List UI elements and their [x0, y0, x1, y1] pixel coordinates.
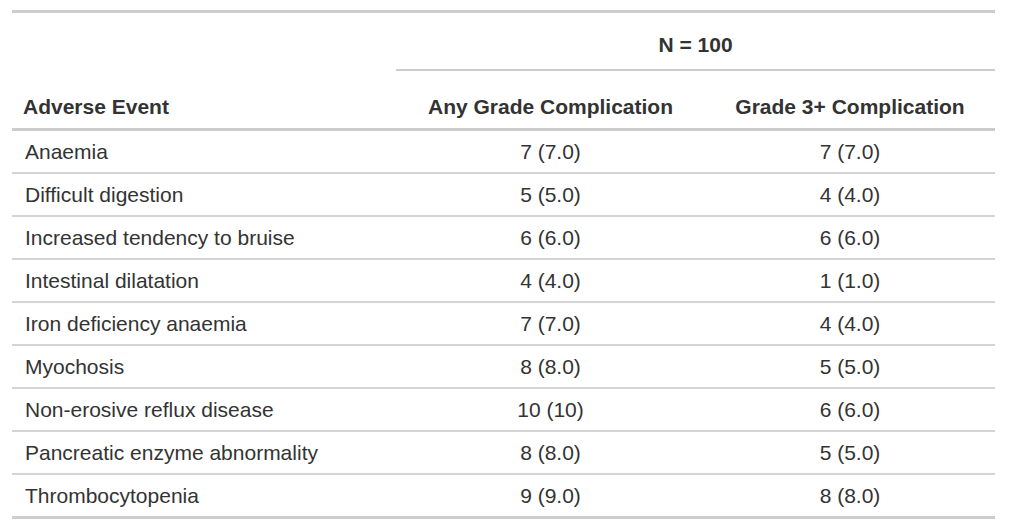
event-name-cell: Increased tendency to bruise [12, 216, 396, 259]
table-row: Difficult digestion5 (5.0)4 (4.0) [12, 173, 995, 216]
spanner-row: N = 100 [12, 12, 995, 71]
adverse-events-table: N = 100 Adverse EventAny Grade Complicat… [12, 10, 995, 519]
table-row: Increased tendency to bruise6 (6.0)6 (6.… [12, 216, 995, 259]
table-row: Anaemia7 (7.0)7 (7.0) [12, 130, 995, 174]
stat-value-cell: 5 (5.0) [705, 345, 995, 388]
table-row: Iron deficiency anaemia7 (7.0)4 (4.0) [12, 302, 995, 345]
event-name-cell: Thrombocytopenia [12, 474, 396, 518]
stat-value-cell: 10 (10) [396, 388, 705, 431]
stat-value-cell: 5 (5.0) [705, 431, 995, 474]
table-header: N = 100 Adverse EventAny Grade Complicat… [12, 12, 995, 130]
stat-value-cell: 4 (4.0) [705, 302, 995, 345]
stat-value-cell: 7 (7.0) [396, 302, 705, 345]
event-name-cell: Pancreatic enzyme abnormality [12, 431, 396, 474]
table-row: Myochosis8 (8.0)5 (5.0) [12, 345, 995, 388]
stat-value-cell: 4 (4.0) [396, 259, 705, 302]
event-name-cell: Myochosis [12, 345, 396, 388]
stat-value-cell: 6 (6.0) [705, 388, 995, 431]
stat-value-cell: 7 (7.0) [396, 130, 705, 174]
n-total-spanner: N = 100 [396, 12, 995, 71]
stat-value-cell: 8 (8.0) [396, 431, 705, 474]
table-row: Non-erosive reflux disease10 (10)6 (6.0) [12, 388, 995, 431]
adverse-events-summary-page: N = 100 Adverse EventAny Grade Complicat… [0, 0, 1012, 526]
column-header-grade3plus: Grade 3+ Complication [705, 70, 995, 130]
stat-value-cell: 9 (9.0) [396, 474, 705, 518]
stat-value-cell: 1 (1.0) [705, 259, 995, 302]
column-header-any-grade: Any Grade Complication [396, 70, 705, 130]
event-name-cell: Difficult digestion [12, 173, 396, 216]
event-name-cell: Anaemia [12, 130, 396, 174]
event-name-cell: Iron deficiency anaemia [12, 302, 396, 345]
table-row: Thrombocytopenia9 (9.0)8 (8.0) [12, 474, 995, 518]
stat-value-cell: 4 (4.0) [705, 173, 995, 216]
column-header-adverse-event: Adverse Event [12, 70, 396, 130]
event-name-cell: Intestinal dilatation [12, 259, 396, 302]
table-row: Intestinal dilatation4 (4.0)1 (1.0) [12, 259, 995, 302]
table-body: Anaemia7 (7.0)7 (7.0)Difficult digestion… [12, 130, 995, 518]
stat-value-cell: 8 (8.0) [396, 345, 705, 388]
stat-value-cell: 6 (6.0) [396, 216, 705, 259]
stat-value-cell: 5 (5.0) [396, 173, 705, 216]
stat-value-cell: 6 (6.0) [705, 216, 995, 259]
stat-value-cell: 7 (7.0) [705, 130, 995, 174]
table-row: Pancreatic enzyme abnormality8 (8.0)5 (5… [12, 431, 995, 474]
column-header-row: Adverse EventAny Grade ComplicationGrade… [12, 70, 995, 130]
spanner-blank-cell [12, 12, 396, 71]
event-name-cell: Non-erosive reflux disease [12, 388, 396, 431]
stat-value-cell: 8 (8.0) [705, 474, 995, 518]
